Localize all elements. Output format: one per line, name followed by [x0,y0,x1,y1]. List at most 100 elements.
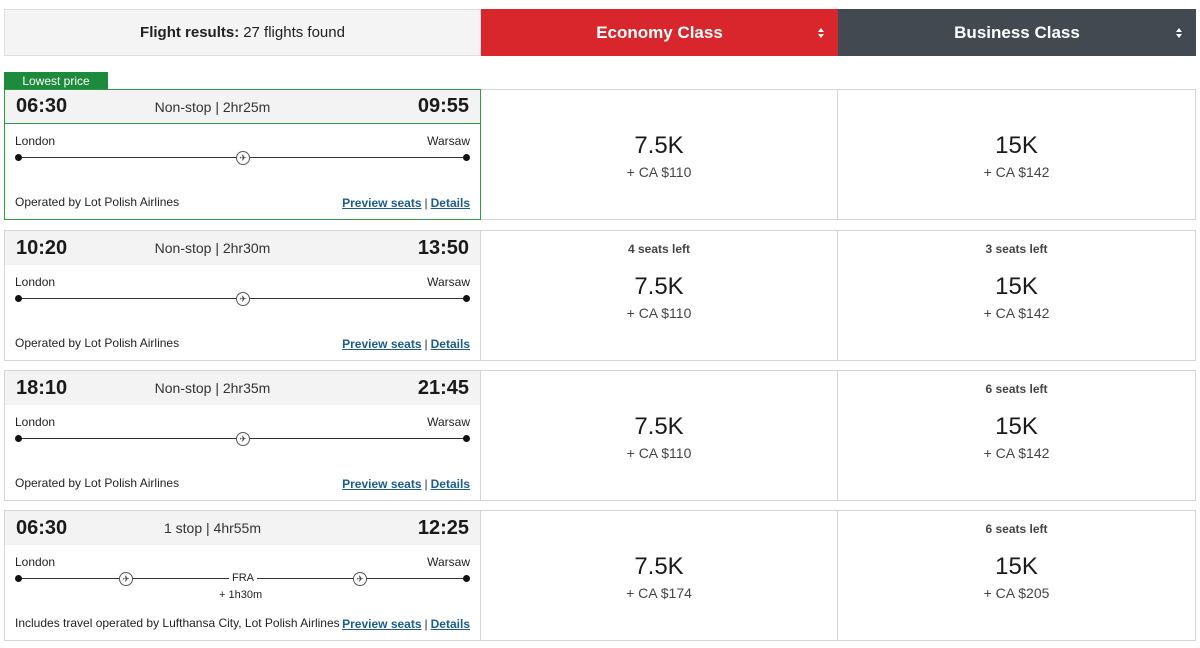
origin-city: London [15,275,56,289]
departure-time: 06:30 [16,95,68,117]
lowest-price-badge: Lowest price [4,72,108,90]
layover-duration: + 1h30m [219,589,263,601]
arrival-time: 09:55 [417,95,469,117]
operator-text: Operated by Lot Polish Airlines [15,476,180,490]
link-separator: | [424,337,428,351]
airplane-icon: ✈ [236,292,250,306]
flight-duration: 1 stop | 4hr55m [163,520,262,536]
lufthansa-airplane-icon: ✈ [119,572,133,586]
operator-text: Operated by Lot Polish Airlines [15,195,180,209]
cash-price: + CA $174 [626,585,692,601]
departure-time: 18:10 [16,376,68,399]
details-link[interactable]: Details [430,477,470,491]
economy-class-label: Economy Class [596,22,723,42]
destination-dot-icon [463,295,470,302]
business-fare-option[interactable]: 15K + CA $142 [838,89,1196,220]
destination-city: Warsaw [427,275,470,289]
cash-price: + CA $142 [983,445,1050,461]
stopover-airport: FRA [229,572,257,584]
points-price: 7.5K [634,132,684,159]
flight-duration: Non-stop | 2hr30m [154,240,271,256]
cash-price: + CA $110 [626,305,692,321]
origin-city: London [15,415,56,429]
business-fare-option[interactable]: 6 seats left 15K + CA $205 [838,510,1196,641]
preview-seats-link[interactable]: Preview seats [342,617,422,631]
details-link[interactable]: Details [430,337,470,351]
economy-fare-option[interactable]: 7.5K + CA $110 [481,89,838,220]
destination-dot-icon [463,435,470,442]
seats-left: 3 seats left [985,242,1048,256]
origin-dot-icon [15,435,22,442]
flight-details-cell: 06:30 1 stop | 4hr55m 12:25 London Warsa… [4,510,481,641]
time-bar: 06:30 1 stop | 4hr55m 12:25 [5,511,480,545]
cash-price: + CA $110 [626,164,692,180]
flight-row: 18:10 Non-stop | 2hr35m 21:45 London War… [4,370,1196,501]
destination-city: Warsaw [427,555,470,569]
origin-dot-icon [15,154,22,161]
arrival-time: 13:50 [417,236,469,259]
seats-left: 6 seats left [985,522,1048,536]
points-price: 15K [995,553,1038,580]
airplane-icon: ✈ [236,432,250,446]
departure-time: 06:30 [16,516,68,539]
cash-price: + CA $142 [983,305,1050,321]
results-summary: Flight results: 27 flights found [4,9,481,56]
cash-price: + CA $142 [983,164,1050,180]
business-fare-option[interactable]: 3 seats left 15K + CA $142 [838,230,1196,361]
economy-fare-option[interactable]: 7.5K + CA $110 [481,370,838,501]
link-separator: | [424,196,428,210]
airplane-icon: ✈ [236,151,250,165]
origin-dot-icon [15,575,22,582]
results-label: Flight results: [140,24,240,41]
link-separator: | [424,617,428,631]
flight-duration: Non-stop | 2hr25m [154,98,271,115]
flight-details-cell: 18:10 Non-stop | 2hr35m 21:45 London War… [4,370,481,501]
seats-left: 6 seats left [985,382,1048,396]
flight-links: Preview seats | Details [342,617,470,631]
origin-city: London [15,555,56,569]
preview-seats-link[interactable]: Preview seats [342,337,422,351]
destination-city: Warsaw [427,415,470,429]
destination-city: Warsaw [427,134,470,148]
cash-price: + CA $205 [983,585,1050,601]
time-bar: 10:20 Non-stop | 2hr30m 13:50 [5,231,480,265]
preview-seats-link[interactable]: Preview seats [342,477,422,491]
flight-details-cell: 10:20 Non-stop | 2hr30m 13:50 London War… [4,230,481,361]
economy-class-sort-button[interactable]: Economy Class [481,9,838,56]
destination-dot-icon [463,154,470,161]
details-link[interactable]: Details [430,196,470,210]
arrival-time: 21:45 [417,376,469,399]
flight-duration: Non-stop | 2hr35m [154,380,271,396]
airplane-icon: ✈ [353,572,367,586]
points-price: 15K [995,273,1038,300]
flight-row: 06:30 1 stop | 4hr55m 12:25 London Warsa… [4,510,1196,641]
points-price: 15K [995,413,1038,440]
business-class-sort-button[interactable]: Business Class [838,9,1196,56]
destination-dot-icon [463,575,470,582]
points-price: 7.5K [634,413,684,440]
business-class-label: Business Class [954,22,1080,42]
economy-fare-option[interactable]: 7.5K + CA $174 [481,510,838,641]
preview-seats-link[interactable]: Preview seats [342,196,422,210]
flight-links: Preview seats | Details [342,196,470,210]
origin-dot-icon [15,295,22,302]
details-link[interactable]: Details [430,617,470,631]
sort-icon [1176,27,1182,38]
operator-text: Operated by Lot Polish Airlines [15,336,180,350]
flight-row: 06:30 Non-stop | 2hr25m 09:55 London War… [4,89,1196,220]
link-separator: | [424,477,428,491]
business-fare-option[interactable]: 6 seats left 15K + CA $142 [838,370,1196,501]
points-price: 15K [995,132,1038,159]
cash-price: + CA $110 [626,445,692,461]
economy-fare-option[interactable]: 4 seats left 7.5K + CA $110 [481,230,838,361]
points-price: 7.5K [634,553,684,580]
seats-left: 4 seats left [627,242,691,256]
results-header: Flight results: 27 flights found Economy… [4,9,1196,56]
time-bar: 18:10 Non-stop | 2hr35m 21:45 [5,371,480,405]
operator-text: Includes travel operated by Lufthansa Ci… [15,616,340,630]
departure-time: 10:20 [16,236,68,259]
origin-city: London [15,134,56,148]
flight-links: Preview seats | Details [342,477,470,491]
time-bar: 06:30 Non-stop | 2hr25m 09:55 [5,90,480,124]
arrival-time: 12:25 [417,516,469,539]
